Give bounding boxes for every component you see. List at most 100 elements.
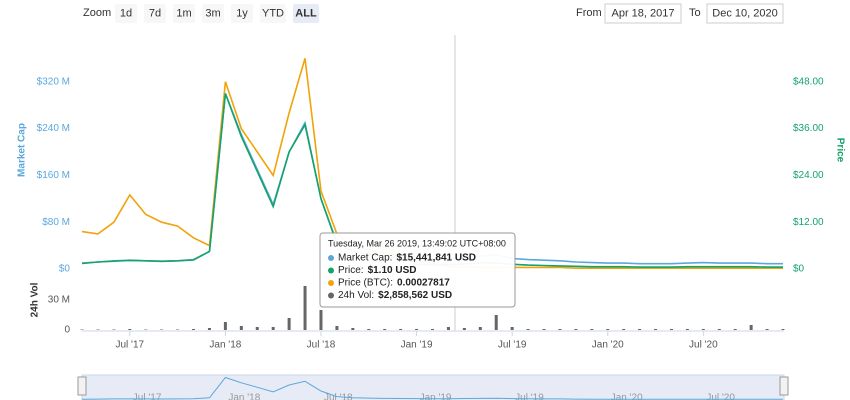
volume-bar [606, 329, 610, 330]
y2-tick-label: $0 [793, 264, 805, 275]
to-date[interactable]: Dec 10, 2020 [712, 7, 777, 19]
volume-bar [335, 326, 339, 330]
volume-bar [415, 329, 419, 330]
volume-tick-label: 30 M [48, 295, 70, 306]
zoom-button-label[interactable]: ALL [295, 7, 317, 19]
navigator-handle-right[interactable] [779, 376, 789, 396]
tooltip-value: $1.10 USD [368, 265, 417, 276]
volume-bar [239, 326, 243, 330]
x-tick-label: Jan '20 [592, 340, 624, 351]
tooltip-value: 0.00027817 [397, 278, 450, 289]
navigator-handle-left[interactable] [77, 376, 87, 396]
navigator-label: Jul '17 [133, 393, 162, 400]
volume-bar [701, 329, 705, 330]
y2-tick-label: $48.00 [793, 76, 824, 87]
zoom-button[interactable] [260, 4, 286, 23]
zoom-button-label[interactable]: 1y [236, 7, 248, 19]
x-tick-label: Jan '18 [209, 340, 241, 351]
volume-bar [271, 327, 275, 330]
y-tick-label: $240 M [37, 123, 70, 134]
volume-bar [160, 329, 164, 330]
zoom-button-label[interactable]: 1m [176, 7, 191, 19]
to-input[interactable] [706, 3, 784, 24]
y-tick-label: $0 [59, 264, 71, 275]
tooltip-bullet [328, 292, 334, 299]
x-tick-label: Jul '17 [115, 340, 144, 351]
navigator-label: Jan '19 [420, 393, 452, 400]
volume-bar [669, 329, 673, 330]
volume-bar [462, 328, 466, 330]
volume-bar [351, 328, 355, 330]
to-label: To [689, 7, 701, 19]
volume-bar [638, 329, 642, 330]
zoom-button[interactable] [115, 4, 137, 23]
volume-bar [383, 329, 387, 330]
volume-bar [781, 329, 785, 330]
volume-bar [494, 315, 498, 330]
y-tick-label: $160 M [37, 170, 70, 181]
y-tick-label: $80 M [42, 217, 70, 228]
zoom-button[interactable] [231, 4, 253, 23]
y2-tick-label: $24.00 [793, 170, 824, 181]
zoom-button[interactable] [293, 4, 319, 23]
zoom-button-label[interactable]: 7d [149, 7, 161, 19]
volume-bar [765, 329, 769, 330]
y2-tick-label: $36.00 [793, 123, 824, 134]
tooltip-value: $15,441,841 USD [396, 253, 476, 264]
from-input[interactable] [604, 3, 682, 24]
zoom-button-label[interactable]: 1d [120, 7, 132, 19]
tooltip-label: 24h Vol: [338, 290, 374, 301]
volume-bar [223, 322, 227, 330]
y2-axis-title: Price [834, 138, 845, 163]
volume-bar [128, 329, 132, 330]
from-date[interactable]: Apr 18, 2017 [612, 7, 675, 19]
volume-bar [510, 327, 514, 330]
zoom-button-label[interactable]: 3m [205, 7, 220, 19]
navigator-label: Jan '18 [228, 393, 260, 400]
tooltip-label: Price (BTC): [338, 278, 393, 289]
x-tick-label: Jan '19 [401, 340, 433, 351]
volume-bar [749, 325, 753, 330]
volume-bar [319, 310, 323, 330]
navigator-label: Jul '20 [706, 393, 735, 400]
volume-bar [558, 329, 562, 330]
volume-tick-label: 0 [64, 325, 70, 336]
volume-bar [399, 329, 403, 330]
y-tick-label: $320 M [37, 76, 70, 87]
toolbar: Zoom From Apr 18, 2017 To Dec 10, 2020 1… [83, 3, 784, 24]
navigator-line [81, 376, 783, 400]
volume-bar [255, 327, 259, 330]
volume-bar [590, 329, 594, 330]
tooltip-bullet [328, 280, 334, 286]
volume-bar [112, 329, 116, 330]
volume-bar [574, 329, 578, 330]
volume-bar [446, 327, 450, 330]
x-tick-label: Jul '18 [307, 340, 336, 351]
x-tick-label: Jul '20 [689, 340, 718, 351]
zoom-button[interactable] [202, 4, 224, 23]
tooltip-title: Tuesday, Mar 26 2019, 13:49:02 UTC+08:00 [328, 238, 506, 248]
zoom-button[interactable] [144, 4, 166, 23]
volume-bar [526, 329, 530, 330]
volume-bar [96, 329, 100, 330]
volume-bar [478, 327, 482, 330]
tooltip-value: $2,858,562 USD [378, 290, 452, 301]
volume-bar [542, 329, 546, 330]
tooltip-box [319, 232, 516, 308]
volume-bar [303, 286, 307, 330]
volume-bar [207, 328, 211, 330]
volume-bar [654, 329, 658, 330]
volume-axis-title: 24h Vol [30, 282, 41, 317]
navigator-label: Jul '19 [515, 393, 544, 400]
y2-tick-label: $12.00 [793, 217, 824, 228]
y-axis-title: Market Cap [17, 123, 28, 177]
zoom-button[interactable] [173, 4, 195, 23]
volume-bar [144, 329, 148, 330]
zoom-label: Zoom [83, 7, 111, 19]
x-tick-label: Jul '19 [498, 340, 527, 351]
tooltip: Tuesday, Mar 26 2019, 13:49:02 UTC+08:00… [319, 232, 516, 308]
zoom-button-label[interactable]: YTD [262, 7, 284, 19]
tooltip-bullet [328, 267, 334, 274]
from-label: From [576, 7, 602, 19]
